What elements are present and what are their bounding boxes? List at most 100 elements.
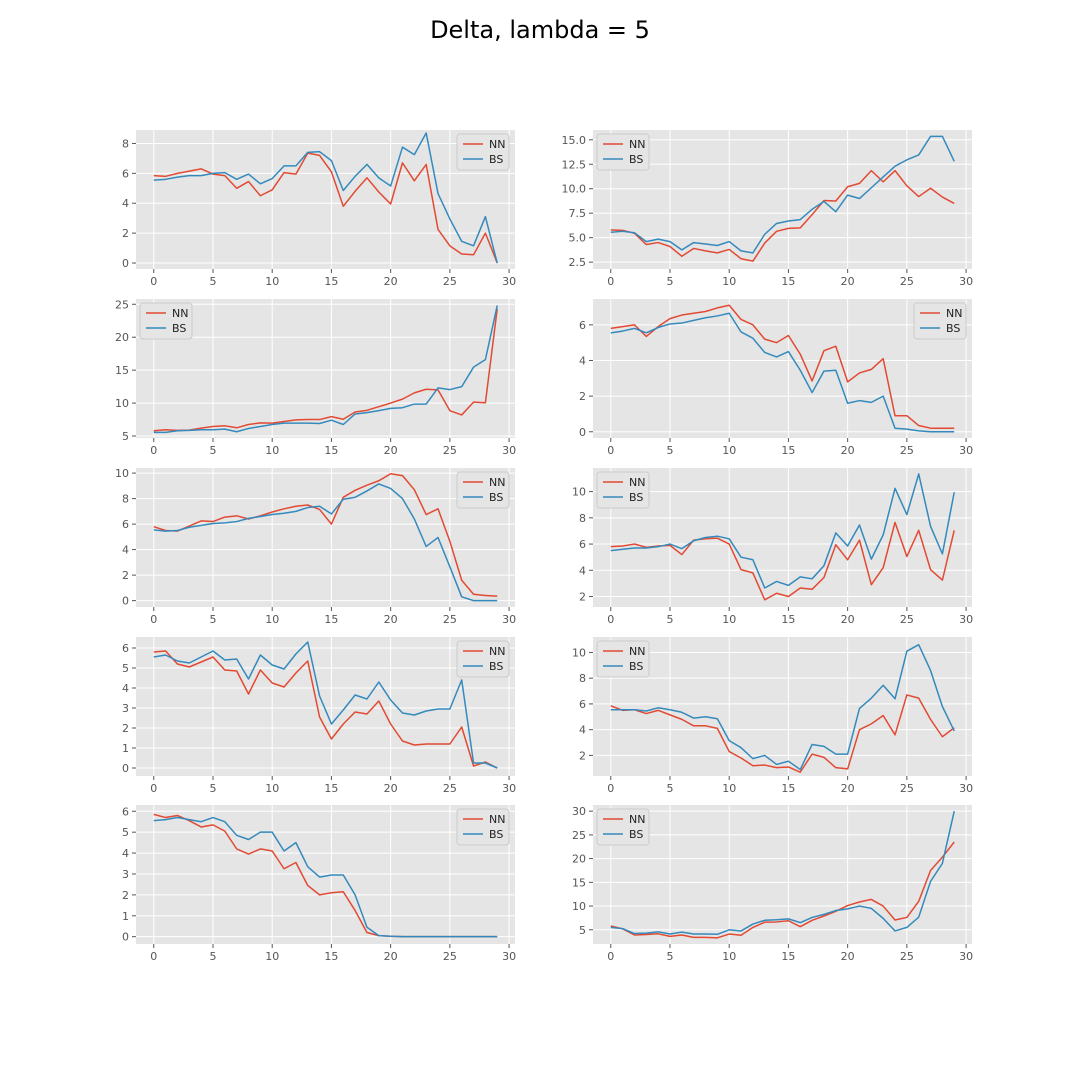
x-tick-label: 15 — [781, 782, 795, 795]
y-tick-label: 10 — [572, 486, 586, 499]
x-tick-label: 10 — [265, 275, 279, 288]
x-tick-label: 25 — [443, 613, 457, 626]
series-line-bs — [153, 305, 498, 434]
y-tick-label: 20 — [572, 853, 586, 866]
y-tick-label: 4 — [579, 354, 586, 367]
subplot-7: 0 5 10 15 20 25 30 0 1 2 3 4 5 6 NN BS — [122, 637, 516, 795]
plot-area — [593, 130, 972, 269]
x-tick-label: 10 — [722, 613, 736, 626]
legend-box — [456, 133, 510, 171]
series-line-nn — [610, 694, 955, 773]
legend-label-nn: NN — [629, 813, 645, 826]
plot-area — [136, 468, 515, 607]
y-tick-label: 2 — [122, 889, 129, 902]
y-tick-label: 5 — [579, 924, 586, 937]
x-tick-label: 0 — [607, 782, 614, 795]
subplot-6: 0 5 10 15 20 25 30 2 4 6 8 10 NN BS — [572, 468, 973, 626]
legend-label-bs: BS — [489, 153, 503, 166]
y-tick-label: 6 — [579, 538, 586, 551]
x-tick-label: 5 — [209, 950, 216, 963]
series-line-bs — [153, 641, 498, 769]
y-tick-label: 2 — [122, 569, 129, 582]
x-tick-label: 25 — [443, 275, 457, 288]
y-tick-label: 8 — [122, 137, 129, 150]
x-tick-label: 30 — [959, 950, 973, 963]
x-tick-label: 20 — [384, 950, 398, 963]
legend-label-bs: BS — [629, 153, 643, 166]
x-tick-label: 5 — [666, 950, 673, 963]
subplot-9: 0 5 10 15 20 25 30 0 1 2 3 4 5 6 NN BS — [122, 805, 516, 963]
subplot-5: 0 5 10 15 20 25 30 0 2 4 6 8 10 NN BS — [115, 467, 516, 626]
x-tick-label: 20 — [384, 444, 398, 457]
x-tick-label: 15 — [324, 782, 338, 795]
x-tick-label: 25 — [443, 950, 457, 963]
legend-label-bs: BS — [172, 322, 186, 335]
legend-box — [596, 133, 650, 171]
x-tick-label: 0 — [150, 950, 157, 963]
y-tick-label: 4 — [122, 847, 129, 860]
x-tick-label: 5 — [209, 782, 216, 795]
y-tick-label: 8 — [579, 512, 586, 525]
y-tick-label: 4 — [579, 564, 586, 577]
y-tick-label: 10.0 — [562, 183, 587, 196]
x-tick-label: 30 — [502, 782, 516, 795]
x-tick-label: 10 — [265, 782, 279, 795]
y-tick-label: 0 — [122, 762, 129, 775]
legend: NN BS — [596, 640, 650, 678]
y-tick-label: 6 — [122, 642, 129, 655]
x-tick-label: 0 — [607, 444, 614, 457]
x-tick-label: 20 — [384, 275, 398, 288]
legend-label-nn: NN — [489, 645, 505, 658]
y-tick-label: 6 — [122, 167, 129, 180]
legend-box — [596, 808, 650, 846]
y-tick-label: 25 — [572, 829, 586, 842]
legend-box — [596, 640, 650, 678]
x-tick-label: 5 — [209, 613, 216, 626]
x-tick-label: 30 — [959, 275, 973, 288]
x-tick-label: 10 — [722, 275, 736, 288]
series-line-bs — [153, 816, 498, 938]
y-tick-label: 4 — [579, 724, 586, 737]
x-tick-label: 0 — [607, 613, 614, 626]
y-tick-label: 2 — [579, 749, 586, 762]
x-tick-label: 5 — [666, 275, 673, 288]
legend-label-nn: NN — [489, 138, 505, 151]
x-tick-label: 15 — [324, 275, 338, 288]
legend: NN BS — [596, 133, 650, 171]
y-tick-label: 15.0 — [562, 134, 587, 147]
legend: NN BS — [456, 640, 510, 678]
x-tick-label: 30 — [959, 444, 973, 457]
y-tick-label: 5 — [122, 662, 129, 675]
y-tick-label: 3 — [122, 868, 129, 881]
x-tick-label: 25 — [900, 275, 914, 288]
plot-area — [136, 805, 515, 944]
y-tick-label: 1 — [122, 742, 129, 755]
y-tick-label: 6 — [579, 698, 586, 711]
x-tick-label: 5 — [666, 782, 673, 795]
subplot-1: 0 5 10 15 20 25 30 0 2 4 6 8 NN BS — [122, 130, 516, 288]
y-tick-label: 15 — [115, 364, 129, 377]
series-line-nn — [610, 304, 955, 429]
legend-label-bs: BS — [489, 660, 503, 673]
y-tick-label: 12.5 — [562, 158, 587, 171]
x-tick-label: 30 — [502, 275, 516, 288]
legend-label-nn: NN — [946, 307, 962, 320]
y-tick-label: 10 — [115, 397, 129, 410]
x-tick-label: 0 — [150, 444, 157, 457]
y-tick-label: 1 — [122, 910, 129, 923]
y-tick-label: 0 — [579, 426, 586, 439]
series-line-nn — [153, 472, 498, 597]
x-tick-label: 25 — [443, 782, 457, 795]
plot-area — [593, 299, 972, 438]
legend-box — [456, 808, 510, 846]
legend: NN BS — [456, 471, 510, 509]
x-tick-label: 0 — [607, 275, 614, 288]
x-tick-label: 10 — [722, 950, 736, 963]
x-tick-label: 20 — [841, 613, 855, 626]
series-line-bs — [610, 643, 955, 771]
x-tick-label: 0 — [607, 950, 614, 963]
y-tick-label: 7.5 — [569, 207, 587, 220]
y-tick-label: 6 — [579, 319, 586, 332]
x-tick-label: 20 — [841, 782, 855, 795]
